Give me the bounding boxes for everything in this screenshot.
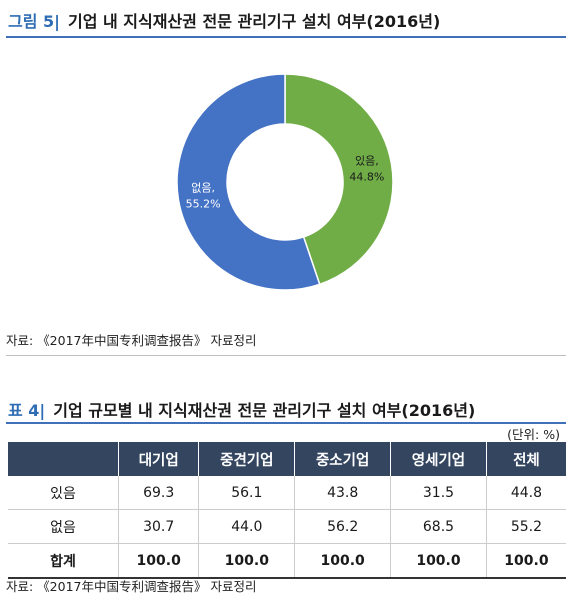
slice-label: 있음, [355, 155, 379, 168]
section-divider [6, 355, 566, 356]
table-title-text: 기업 규모별 내 지식재산권 전문 관리기구 설치 여부(2016년) [53, 401, 476, 420]
table-header-large: 대기업 [118, 442, 200, 476]
donut-chart: 있음, 44.8% 없음, 55.2% [176, 73, 394, 291]
data-table: 대기업 중견기업 중소기업 영세기업 전체 있음 69.3 56.1 43.8 … [8, 442, 566, 579]
table-cell: 68.5 [390, 509, 487, 544]
table-cell: 43.8 [294, 476, 392, 510]
table-unit: (단위: %) [507, 427, 560, 442]
table-source: 자료: 《2017年中国专利调查报告》 자료정리 [6, 579, 257, 594]
row-label: 없음 [8, 509, 119, 544]
row-label: 합계 [8, 543, 119, 579]
donut-slice-no [176, 73, 321, 291]
table-number: 표 4| [8, 401, 46, 420]
table-title-rule [6, 422, 566, 424]
table-cell: 31.5 [390, 476, 487, 510]
table-header-micro: 영세기업 [390, 442, 487, 476]
row-label: 있음 [8, 476, 119, 510]
table-cell: 55.2 [486, 509, 566, 544]
table-cell: 56.2 [294, 509, 392, 544]
slice-label: 없음, [191, 181, 215, 194]
table-header-total: 전체 [486, 442, 566, 476]
table-cell: 100.0 [118, 543, 200, 579]
table-row: 있음 69.3 56.1 43.8 31.5 44.8 [8, 476, 566, 510]
table-cell: 100.0 [294, 543, 392, 579]
figure-source: 자료: 《2017年中国专利调查报告》 자료정리 [6, 333, 257, 348]
table-cell: 100.0 [486, 543, 566, 579]
table-cell: 44.0 [198, 509, 296, 544]
table-header-corner [8, 442, 119, 476]
table-title: 표 4| 기업 규모별 내 지식재산권 전문 관리기구 설치 여부(2016년) [8, 396, 475, 422]
figure-title-rule [6, 36, 566, 38]
table-cell: 69.3 [118, 476, 200, 510]
donut-slice-yes [284, 73, 394, 286]
table-header-medium: 중견기업 [198, 442, 296, 476]
slice-value-label: 55.2% [186, 197, 221, 210]
table-cell: 100.0 [198, 543, 296, 579]
figure-title-text: 기업 내 지식재산권 전문 관리기구 설치 여부(2016년) [68, 12, 441, 31]
table-cell: 44.8 [486, 476, 566, 510]
table-cell: 30.7 [118, 509, 200, 544]
table-total-row: 합계 100.0 100.0 100.0 100.0 100.0 [8, 543, 566, 579]
table-row: 없음 30.7 44.0 56.2 68.5 55.2 [8, 509, 566, 544]
table-header-row: 대기업 중견기업 중소기업 영세기업 전체 [8, 442, 566, 476]
figure-number: 그림 5| [8, 12, 60, 31]
slice-value-label: 44.8% [349, 171, 384, 184]
table-cell: 100.0 [390, 543, 487, 579]
table-header-small: 중소기업 [294, 442, 392, 476]
figure-title: 그림 5| 기업 내 지식재산권 전문 관리기구 설치 여부(2016년) [8, 6, 440, 34]
table-cell: 56.1 [198, 476, 296, 510]
